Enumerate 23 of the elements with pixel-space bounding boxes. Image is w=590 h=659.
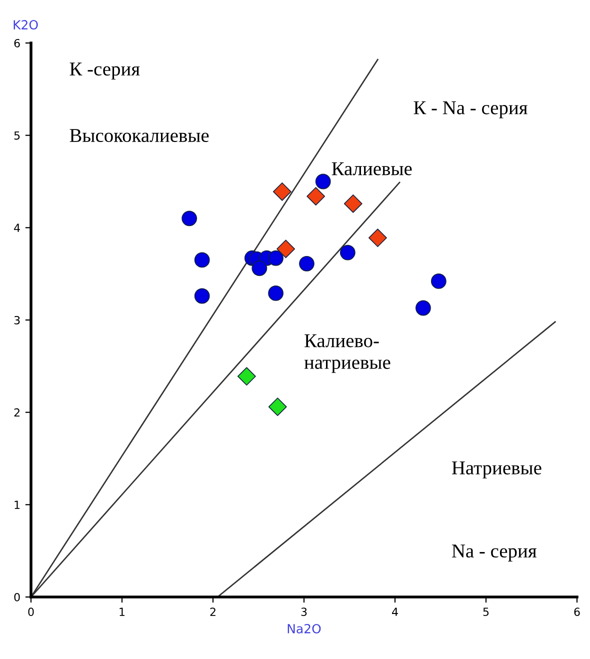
y-tick-label: 1 (14, 500, 20, 509)
annotation: Натриевые (452, 462, 542, 478)
x-tick-label: 1 (120, 608, 125, 616)
y-tick-label: 4 (14, 224, 20, 232)
annotation: К -серия (70, 62, 140, 80)
annotation: Калиево- натриевые (304, 334, 390, 373)
x-tick-label: 5 (483, 608, 489, 616)
annotation: Калиевые (332, 162, 412, 176)
x-axis-title: Na2O (288, 624, 321, 634)
y-axis-title: K2O (14, 20, 38, 30)
annotation: Высококалиевые (70, 129, 209, 142)
x-tick-label: 6 (574, 608, 580, 616)
y-tick-label: 2 (14, 408, 20, 417)
y-tick-label: 3 (14, 316, 20, 324)
y-tick-label: 5 (14, 131, 20, 140)
x-tick-label: 0 (28, 608, 34, 616)
x-tick-label: 4 (392, 608, 398, 616)
y-tick-label: 6 (14, 38, 20, 48)
y-tick-label: 0 (14, 592, 20, 602)
annotation: К - Na - серия (414, 101, 528, 118)
annotation: Na - серия (452, 544, 537, 562)
x-tick-label: 3 (301, 608, 307, 616)
x-tick-label: 2 (210, 608, 216, 616)
